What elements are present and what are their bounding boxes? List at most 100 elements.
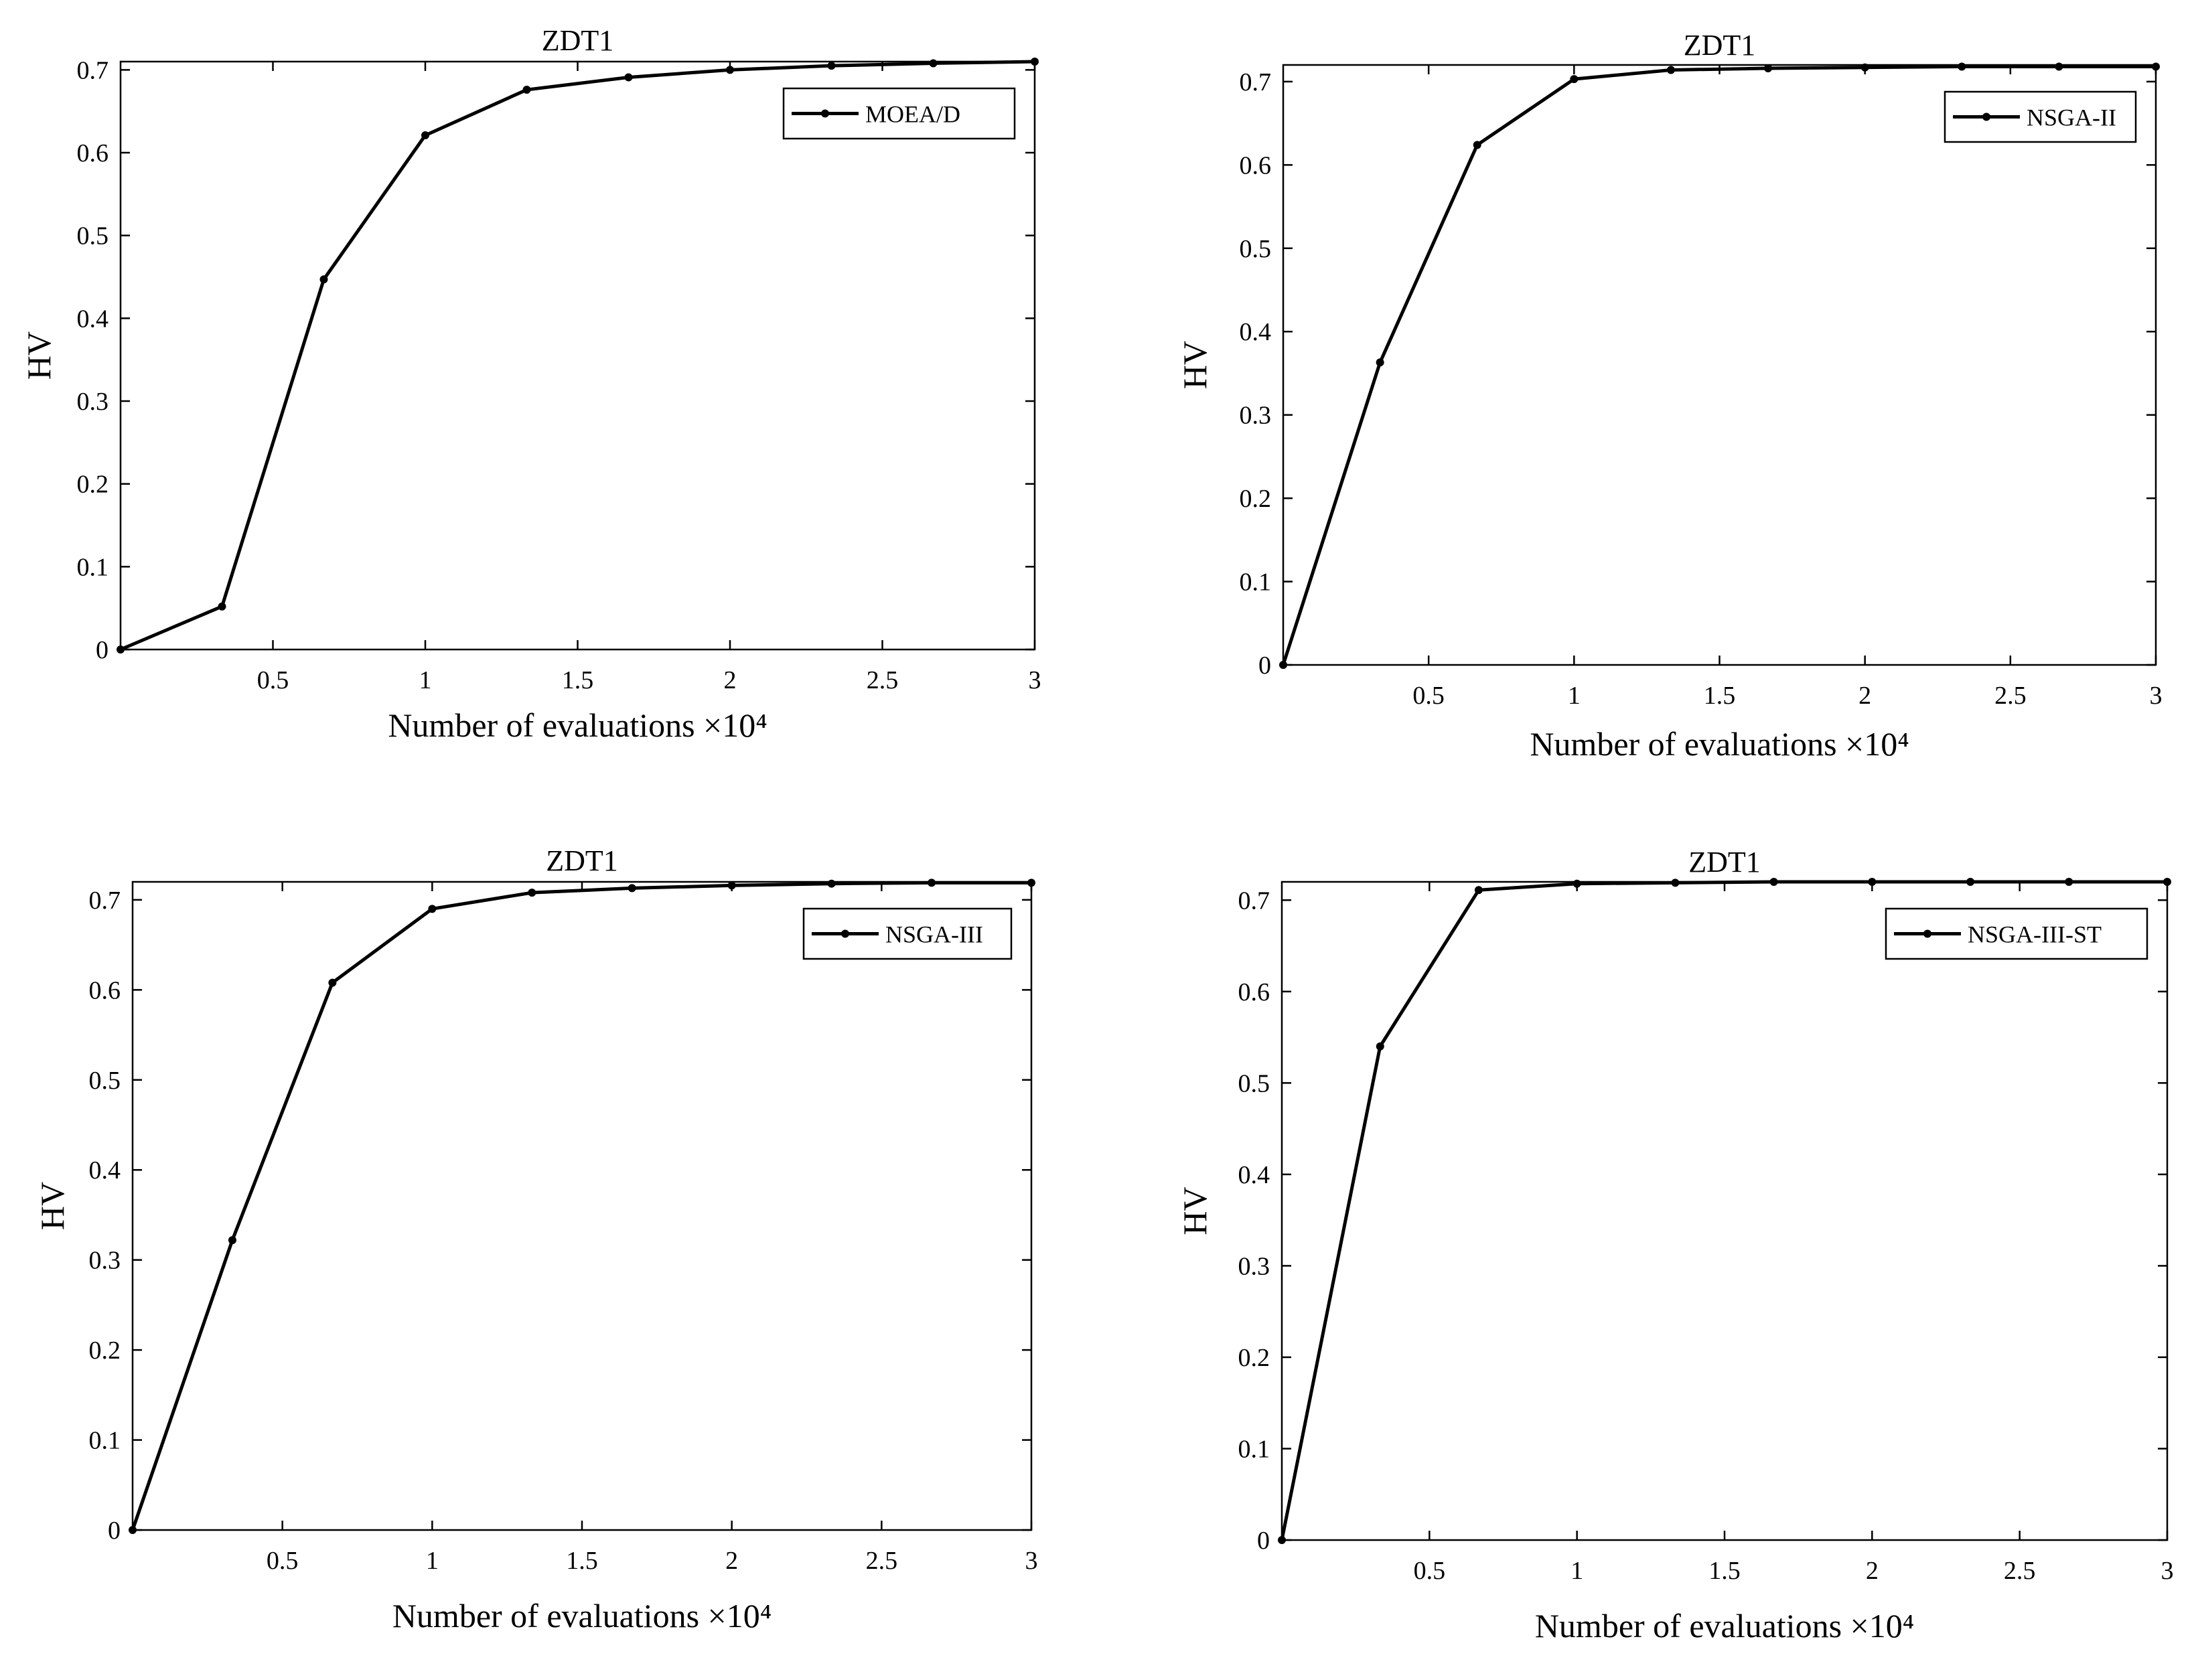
y-tick-label: 0.1: [1240, 568, 1272, 597]
chart-nsga3: ZDT1 0 0.1 0.2 0.3 0.4 0.5 0.6 0.7 0.5 1 1.5 2 2.5 3 Nu…: [0, 790, 1096, 1677]
legend-marker: [1982, 112, 1990, 121]
series-line: [131, 881, 1031, 1531]
data-point: [1671, 879, 1680, 887]
data-point: [218, 602, 226, 611]
data-point: [1474, 886, 1483, 895]
data-point: [319, 275, 328, 284]
x-tick-label: 2: [724, 666, 737, 694]
chart-title: ZDT1: [546, 844, 618, 877]
data-point: [827, 62, 836, 70]
y-tick-label: 0.5: [1240, 235, 1272, 263]
data-point: [1764, 64, 1773, 72]
data-point: [117, 645, 125, 654]
x-tick-label: 0.5: [267, 1547, 299, 1575]
y-tick-label: 0.6: [1238, 978, 1270, 1006]
chart-moead: ZDT1 0 0.1 0.2 0.3 0.4 0.5 0.6 0.7 0.5 1 1.5 2 2.5 3 Nu…: [0, 0, 1096, 790]
data-point: [1279, 661, 1287, 669]
y-tick-label: 0.5: [1238, 1069, 1270, 1097]
x-axis-label: Number of evaluations ×10⁴: [388, 706, 767, 744]
x-tick-label: 2.5: [866, 1547, 898, 1575]
y-tick-label: 0.7: [77, 56, 109, 84]
y-axis-label: HV: [20, 331, 58, 380]
y-tick-label: 0.2: [77, 471, 109, 499]
y-tick-label: 0.1: [89, 1427, 121, 1455]
chart-title: ZDT1: [1688, 846, 1761, 879]
y-axis-label: HV: [1176, 341, 1214, 389]
data-point: [624, 73, 633, 82]
data-point: [929, 59, 938, 68]
y-tick-label: 0.5: [77, 222, 109, 250]
y-tick-label: 0.3: [1240, 402, 1272, 430]
y-tick-label: 0.4: [89, 1156, 121, 1185]
x-tick-label: 1: [419, 666, 432, 694]
data-point: [1473, 141, 1481, 149]
y-tick-label: 0: [96, 636, 108, 664]
y-tick-label: 0: [108, 1517, 121, 1545]
x-tick-label: 2.5: [1994, 682, 2027, 710]
y-tick-label: 0.7: [1238, 887, 1270, 915]
data-point: [1868, 878, 1877, 886]
x-tick-label: 1.5: [1704, 682, 1736, 710]
x-tick-label: 3: [1025, 1547, 1038, 1575]
y-tick-label: 0.5: [89, 1067, 121, 1095]
x-tick-label: 2.5: [2004, 1557, 2036, 1585]
y-tick-label: 0.2: [1240, 485, 1272, 513]
y-tick-label: 0.7: [1240, 68, 1272, 96]
x-tick-label: 3: [1029, 666, 1041, 694]
y-tick-label: 0: [1258, 652, 1271, 680]
legend-label: NSGA-II: [2027, 104, 2116, 131]
data-point: [2065, 878, 2073, 886]
legend-marker: [1923, 929, 1931, 938]
y-tick-label: 0.2: [1238, 1344, 1270, 1372]
y-tick-label: 0.4: [1240, 318, 1272, 346]
data-point: [1027, 879, 1035, 887]
y-tick-label: 0.6: [77, 139, 109, 167]
data-point: [328, 978, 337, 987]
plot-frame: [119, 60, 1036, 651]
data-point: [228, 1236, 236, 1245]
x-tick-label: 2.5: [867, 666, 899, 694]
plot-frame: [1281, 881, 2169, 1541]
y-tick-label: 0.3: [1238, 1252, 1270, 1280]
legend-marker: [841, 929, 849, 938]
data-point: [1666, 66, 1675, 74]
data-point: [1278, 1536, 1286, 1544]
x-tick-label: 1: [1568, 682, 1581, 710]
x-tick-label: 0.5: [1412, 682, 1445, 710]
x-tick-label: 0.5: [1414, 1557, 1446, 1585]
x-axis-label: Number of evaluations ×10⁴: [1530, 725, 1909, 763]
chart-nsga2: ZDT1 0 0.1 0.2 0.3 0.4 0.5 0.6 0.7 0.5 1 1.5 2 2.5 3 Nu…: [1096, 0, 2192, 790]
x-tick-label: 0.5: [257, 666, 289, 694]
data-point: [1376, 358, 1384, 367]
data-point: [2163, 878, 2171, 886]
x-tick-label: 1: [426, 1547, 439, 1575]
y-tick-label: 0.1: [1238, 1435, 1270, 1463]
y-tick-label: 0.6: [1240, 151, 1272, 179]
x-tick-label: 2: [1858, 682, 1871, 710]
x-tick-label: 3: [2161, 1557, 2174, 1585]
legend-label: MOEA/D: [865, 101, 960, 128]
y-tick-label: 0.6: [89, 976, 121, 1004]
chart-svg: ZDT1 0 0.1 0.2 0.3 0.4 0.5 0.6 0.7 0.5 1 1.5 2 2.5 3 Nu…: [1176, 29, 2163, 763]
y-tick-label: 0.7: [89, 887, 121, 915]
data-point: [421, 131, 429, 140]
legend-marker: [821, 109, 829, 118]
x-tick-label: 3: [2150, 682, 2163, 710]
series-line: [1281, 64, 2156, 666]
data-point: [129, 1526, 137, 1534]
x-tick-label: 2: [1866, 1557, 1879, 1585]
legend-label: NSGA-III-ST: [1968, 921, 2102, 948]
data-point: [727, 881, 736, 890]
y-tick-label: 0.2: [89, 1337, 121, 1365]
data-point: [1958, 62, 1966, 71]
chart-nsga3-st: ZDT1 0 0.1 0.2 0.3 0.4 0.5 0.6 0.7 0.5 1 1.5 2 2.5 3 Nu…: [1096, 790, 2192, 1677]
x-tick-label: 1.5: [1708, 1557, 1741, 1585]
y-tick-label: 0.4: [1238, 1161, 1270, 1189]
data-point: [1376, 1042, 1384, 1051]
series-line: [120, 60, 1035, 652]
data-point: [726, 66, 734, 74]
data-point: [628, 884, 636, 893]
data-point: [522, 86, 531, 94]
x-tick-label: 2: [725, 1547, 738, 1575]
x-tick-label: 1.5: [566, 1547, 598, 1575]
